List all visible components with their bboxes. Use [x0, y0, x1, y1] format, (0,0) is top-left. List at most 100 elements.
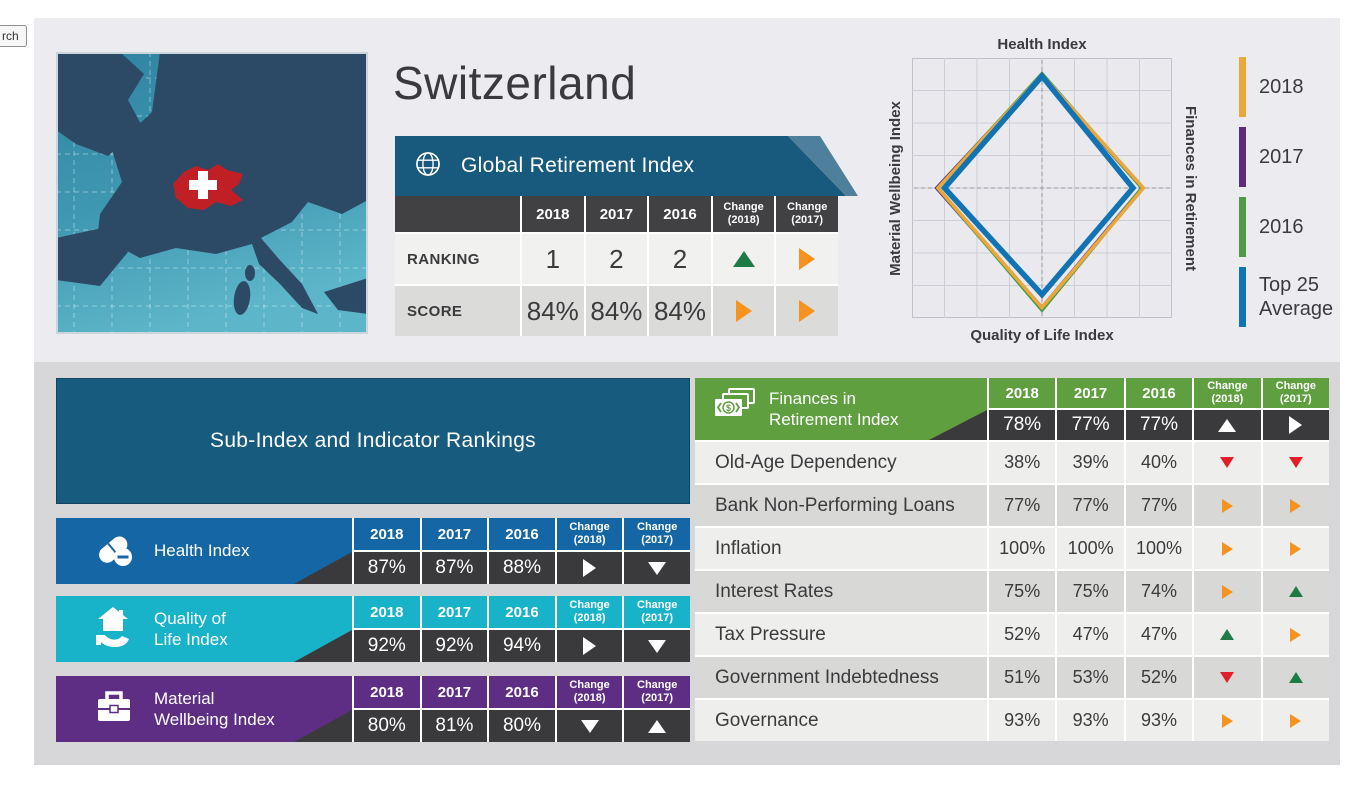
indicator-name-cell: Bank Non-Performing Loans	[695, 485, 987, 526]
legend-label: 2017	[1259, 146, 1304, 168]
col-header-year: 2017	[585, 196, 648, 232]
sub-index-label: Quality of Life Index	[154, 608, 228, 649]
gri-change-cell	[712, 234, 775, 284]
sub-index-label: Health Index	[154, 541, 250, 561]
col-header-year: 2016	[649, 196, 711, 232]
col-header-change: Change (2018)	[556, 596, 623, 628]
finances-header-change-cell	[1262, 410, 1329, 440]
col-header-year: 2016	[1125, 378, 1193, 408]
col-header-year: 2017	[1057, 378, 1124, 408]
gri-change-cell	[776, 234, 838, 284]
radar-axis-label-finances: Finances in Retirement	[1182, 105, 1200, 271]
change-arrow-right-orange-icon	[1221, 584, 1233, 599]
finances-header-value-cell: 77%	[1125, 410, 1193, 440]
gri-value-cell: 2	[585, 234, 648, 284]
indicator-change-cell	[1262, 528, 1329, 569]
indicator-change-cell	[1194, 528, 1261, 569]
col-header-year: 2018	[989, 378, 1056, 408]
sub-index-label-cell: Material Wellbeing Index	[56, 676, 352, 742]
gri-banner-ribbon	[395, 136, 858, 196]
change-arrow-right-white-icon	[583, 637, 597, 655]
col-header-change: Change (2018)	[712, 196, 775, 232]
indicator-change-cell	[1194, 614, 1261, 655]
indicator-change-cell	[1194, 657, 1261, 698]
radar-legend: 2018 2017 2016 Top 25 Average	[1239, 57, 1349, 337]
finances-in-retirement-table: $ Finances in Retirement Index 2018 2017 2016…	[695, 378, 1329, 741]
legend-color-bar	[1239, 267, 1246, 327]
legend-item: 2017	[1239, 127, 1349, 187]
house-hand-icon	[92, 605, 136, 654]
col-header-change: Change (2018)	[556, 676, 623, 708]
radar-chart	[912, 58, 1172, 318]
change-arrow-down-white-icon	[648, 639, 667, 653]
change-arrow-down-red-icon	[1288, 457, 1303, 468]
col-header-change: Change (2018)	[556, 518, 623, 550]
change-arrow-right-orange-icon	[1221, 541, 1233, 556]
change-arrow-right-orange-icon	[799, 248, 816, 270]
globe-icon	[411, 147, 445, 186]
change-arrow-up-green-icon	[732, 251, 755, 267]
indicator-value-cell: 74%	[1125, 571, 1193, 612]
sub-index-label-cell: Health Index	[56, 518, 352, 584]
col-header-year: 2016	[489, 676, 555, 708]
sub-index-change-cell	[556, 710, 623, 742]
indicator-name-cell: Inflation	[695, 528, 987, 569]
col-header-year: 2018	[354, 518, 420, 550]
change-arrow-right-orange-icon	[1290, 713, 1302, 728]
gri-value-cell: 84%	[522, 286, 584, 336]
gri-row-label: SCORE	[395, 286, 520, 336]
search-button[interactable]: rch	[0, 25, 27, 47]
finances-header-value-cell: 77%	[1057, 410, 1124, 440]
indicator-change-cell	[1194, 442, 1261, 483]
indicator-value-cell: 40%	[1125, 442, 1193, 483]
col-header-change: Change (2017)	[624, 596, 690, 628]
indicator-value-cell: 100%	[1125, 528, 1193, 569]
indicator-value-cell: 93%	[1057, 700, 1124, 741]
change-arrow-right-orange-icon	[799, 300, 816, 322]
svg-text:$: $	[726, 403, 731, 413]
gri-value-cell: 84%	[585, 286, 648, 336]
sub-index-value-cell: 80%	[489, 710, 555, 742]
sub-index-label: Material Wellbeing Index	[154, 688, 275, 729]
sub-index-change-cell	[624, 710, 690, 742]
banknotes-icon: $	[709, 384, 755, 435]
change-arrow-right-orange-icon	[1221, 498, 1233, 513]
indicator-value-cell: 47%	[1057, 614, 1124, 655]
change-arrow-down-red-icon	[1220, 672, 1235, 683]
map-frame	[56, 52, 368, 334]
indicator-value-cell: 77%	[1057, 485, 1124, 526]
col-header-year: 2016	[489, 596, 555, 628]
indicator-name-cell: Governance	[695, 700, 987, 741]
sub-index-value-cell: 80%	[354, 710, 420, 742]
sub-index-value-cell: 92%	[421, 630, 488, 662]
sub-index-value-cell: 87%	[354, 552, 420, 584]
indicator-change-cell	[1194, 485, 1261, 526]
legend-label: 2018	[1259, 76, 1304, 98]
change-arrow-up-white-icon	[1218, 418, 1237, 432]
dark-wedge	[294, 630, 352, 662]
indicator-value-cell: 53%	[1057, 657, 1124, 698]
indicator-value-cell: 93%	[1125, 700, 1193, 741]
col-header-year: 2017	[421, 518, 488, 550]
global-retirement-index-table: 2018 2017 2016 Change (2018) Change (2017) RANK…	[395, 196, 838, 336]
sub-index-change-cell	[556, 630, 623, 662]
finances-header-value-cell: 78%	[989, 410, 1056, 440]
indicator-change-cell	[1262, 485, 1329, 526]
indicator-value-cell: 39%	[1057, 442, 1124, 483]
gri-change-cell	[712, 286, 775, 336]
dark-wedge	[294, 552, 352, 584]
indicator-name-cell: Tax Pressure	[695, 614, 987, 655]
change-arrow-up-white-icon	[648, 719, 667, 733]
change-arrow-right-orange-icon	[735, 300, 752, 322]
sub-index-table-material-wellbeing-index: Material Wellbeing Index 2018 2017 2016 Chang…	[56, 676, 690, 742]
sub-index-value-cell: 81%	[421, 710, 488, 742]
col-header-year: 2016	[489, 518, 555, 550]
indicator-value-cell: 93%	[989, 700, 1056, 741]
sub-index-change-cell	[624, 630, 690, 662]
briefcase-icon	[92, 685, 136, 734]
col-header-change: Change (2017)	[776, 196, 838, 232]
gri-value-cell: 2	[649, 234, 711, 284]
gri-banner: Global Retirement Index	[395, 136, 785, 196]
col-header-year: 2018	[354, 676, 420, 708]
col-header-year: 2017	[421, 676, 488, 708]
